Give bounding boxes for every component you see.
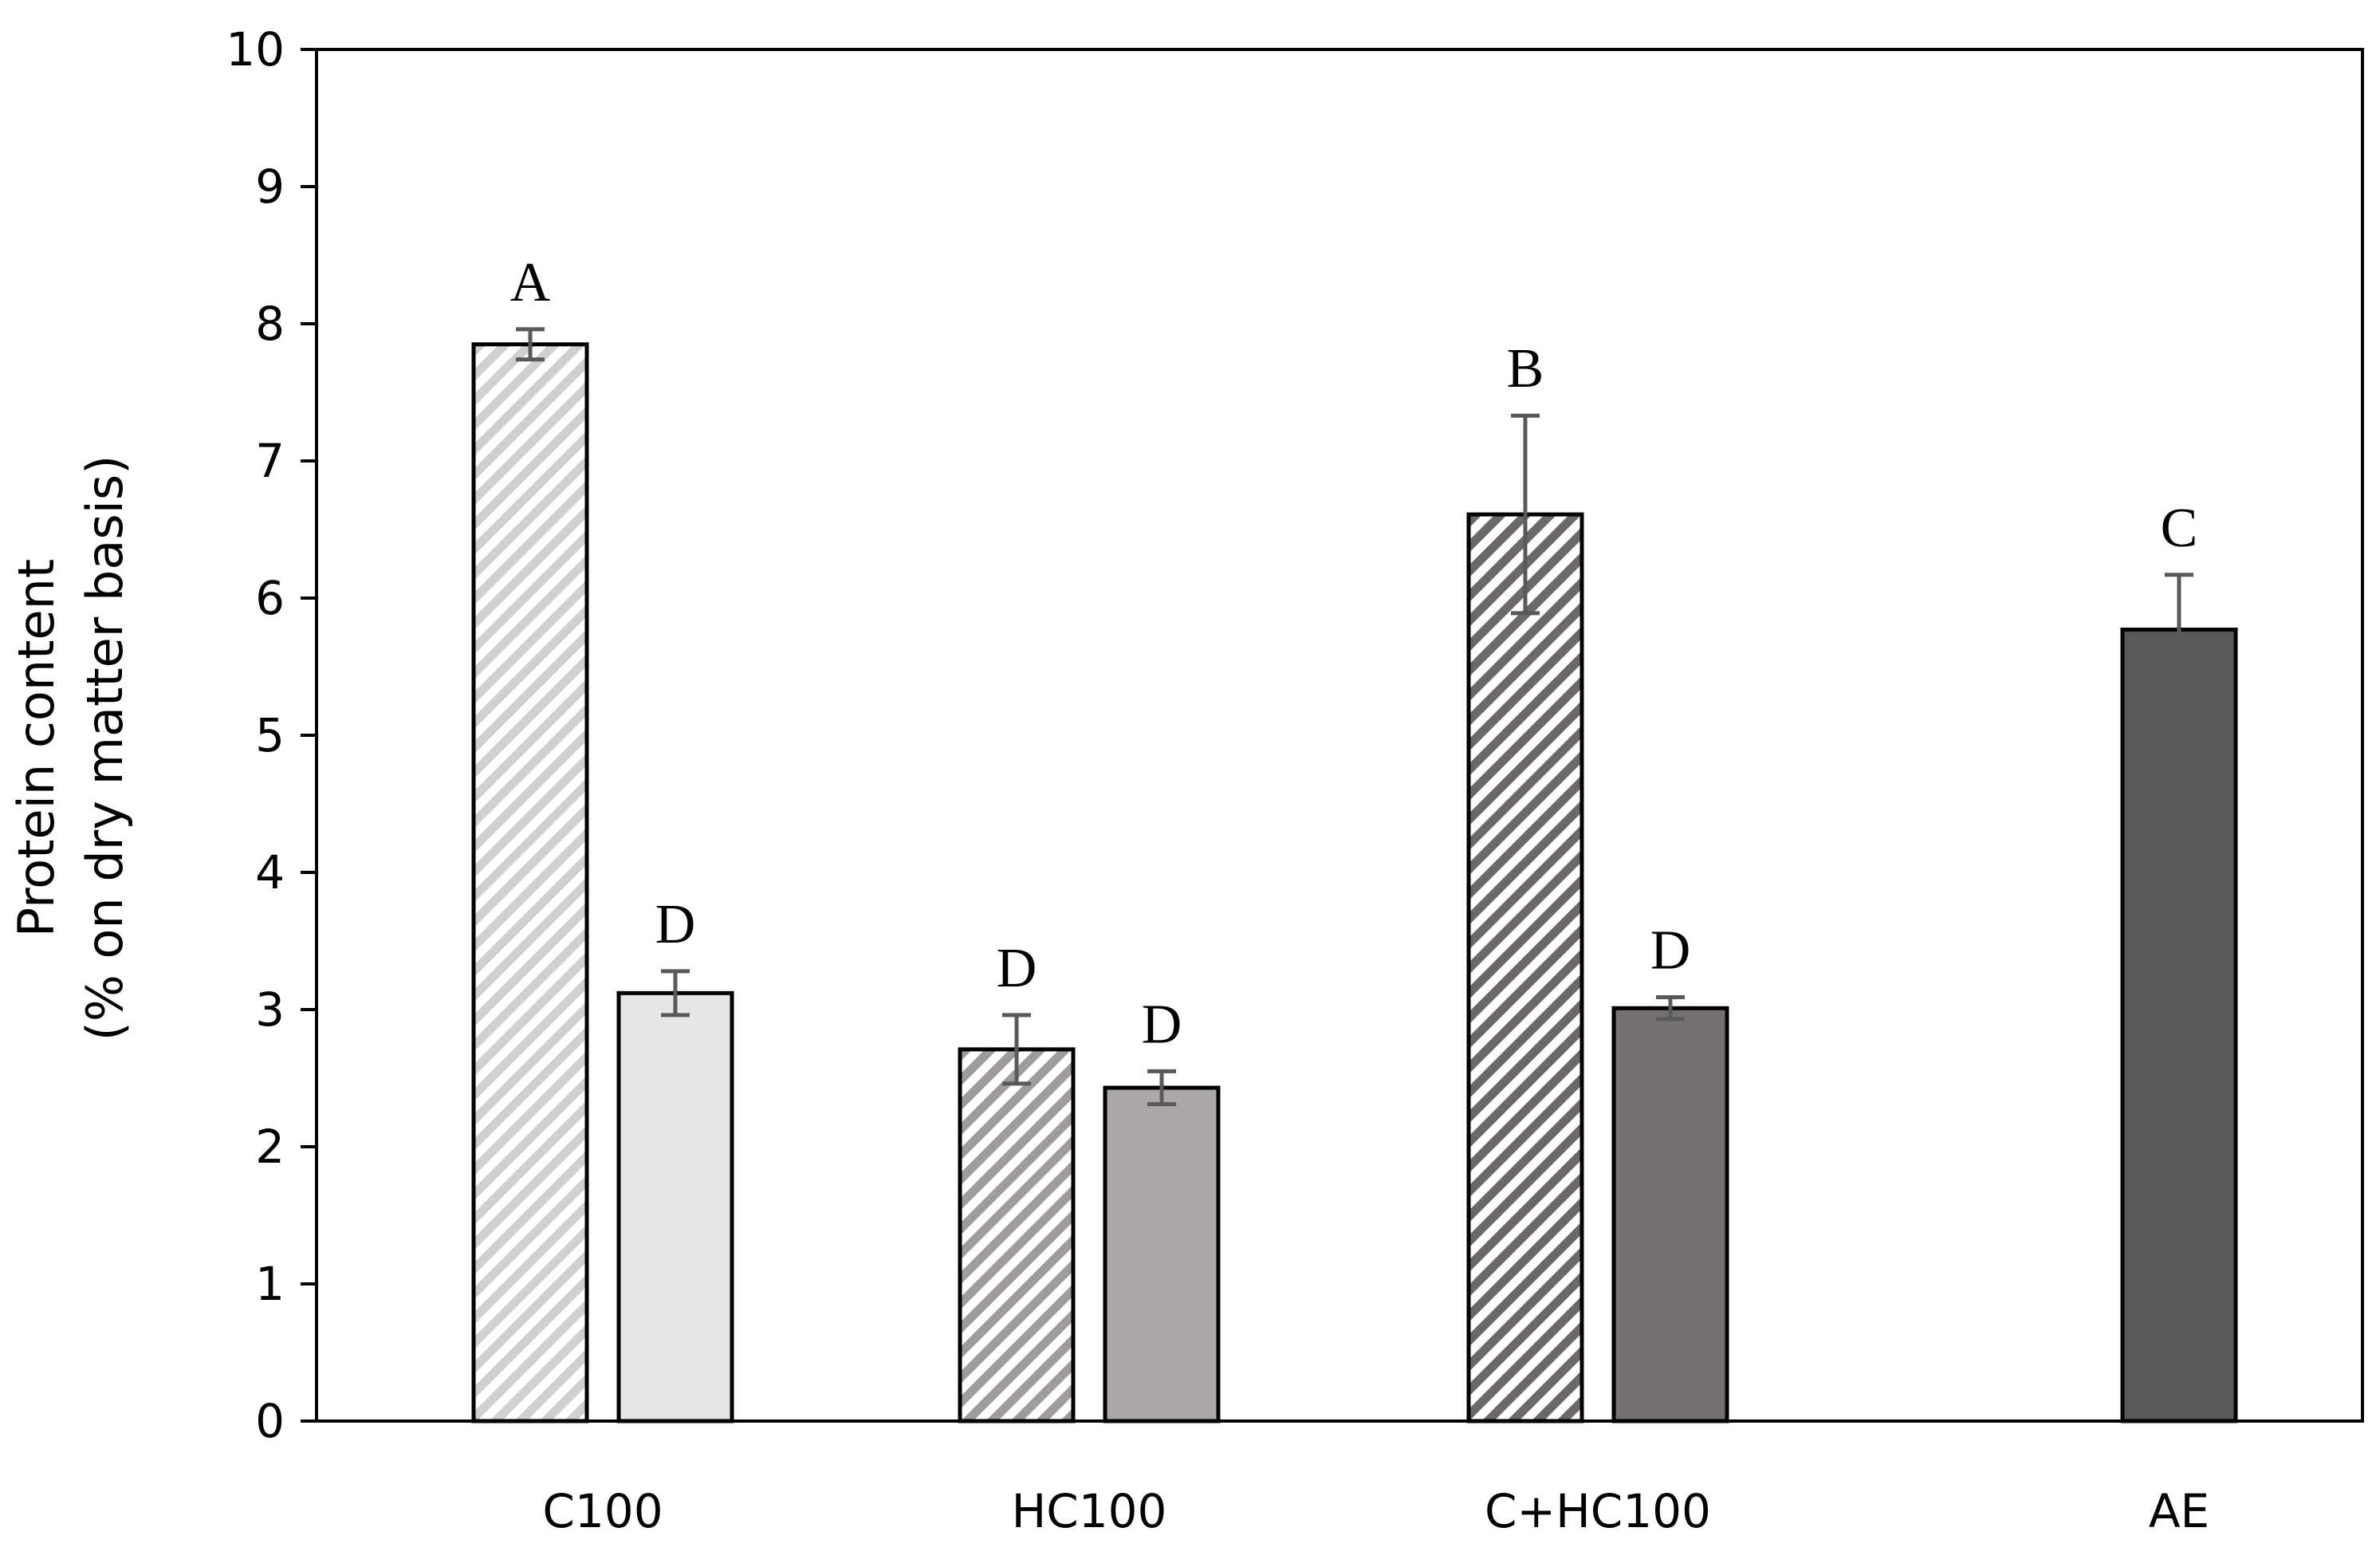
y-tick-label: 4	[255, 845, 285, 900]
y-axis-ticks: 0 1 2 3 4 5 6 7 8 9 10	[226, 22, 317, 1448]
error-bar	[1511, 413, 1540, 616]
significance-letter: B	[1507, 338, 1544, 400]
significance-letter: D	[1142, 994, 1182, 1055]
significance-letter: C	[2161, 498, 2198, 559]
error-bar	[516, 327, 545, 362]
x-category-label: C+HC100	[1485, 1484, 1711, 1538]
y-tick-label: 2	[255, 1120, 285, 1174]
significance-letter: D	[997, 938, 1037, 999]
error-bar	[661, 969, 690, 1018]
y-tick-label: 5	[255, 708, 285, 762]
y-tick-label: 1	[255, 1257, 285, 1311]
bar-cplushc100-2	[1611, 1006, 1729, 1423]
bar-c100-1	[471, 342, 589, 1423]
y-tick-label: 9	[255, 159, 285, 214]
y-tick-label: 10	[226, 22, 285, 77]
bar-cplushc100-1	[1466, 512, 1584, 1423]
bar-c100-2	[616, 990, 734, 1423]
y-axis-title-line1: Protein content	[7, 559, 65, 937]
x-axis-category-labels: C100 HC100 C+HC100 AE	[542, 1484, 2209, 1538]
y-tick-label: 0	[255, 1394, 285, 1448]
significance-letters: A D D D B D C	[510, 252, 2198, 1056]
bar-hc100-1	[958, 1047, 1076, 1423]
significance-letter: D	[1650, 920, 1691, 982]
y-tick-label: 3	[255, 982, 285, 1037]
x-category-label: AE	[2149, 1484, 2209, 1538]
y-tick-label: 7	[255, 434, 285, 488]
bar-ae-1	[2120, 628, 2238, 1423]
significance-letter: A	[510, 252, 551, 313]
bar-hc100-2	[1103, 1085, 1221, 1423]
error-bars	[516, 327, 2193, 1107]
y-tick-label: 6	[255, 571, 285, 625]
significance-letter: D	[655, 894, 696, 955]
x-category-label: C100	[542, 1484, 663, 1538]
x-category-label: HC100	[1012, 1484, 1167, 1538]
y-tick-label: 8	[255, 297, 285, 351]
error-bar	[1002, 1013, 1031, 1086]
error-bar	[1656, 995, 1685, 1022]
error-bar	[1147, 1069, 1176, 1107]
error-bar	[2165, 573, 2193, 687]
y-axis-title-line2: (% on dry matter basis)	[76, 455, 134, 1041]
bars	[471, 342, 2238, 1423]
